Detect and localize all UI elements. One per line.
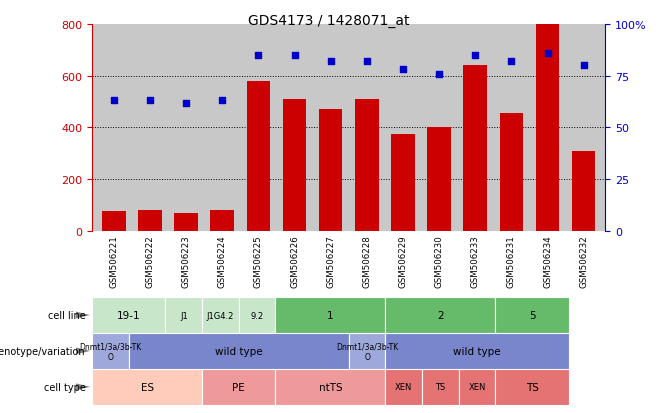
Bar	[92, 333, 129, 369]
Text: cell type: cell type	[43, 382, 86, 392]
Bar	[92, 369, 202, 405]
Text: GSM506232: GSM506232	[579, 235, 588, 287]
Text: GSM506229: GSM506229	[399, 235, 407, 287]
Bar	[165, 297, 202, 333]
Text: cell line: cell line	[48, 310, 86, 320]
Text: wild type: wild type	[215, 346, 263, 356]
Point	[181, 100, 191, 107]
Bar	[319, 110, 342, 231]
Text: genotype/variation: genotype/variation	[0, 346, 86, 356]
Text: 5: 5	[529, 310, 536, 320]
Bar	[459, 369, 495, 405]
Text: GSM506221: GSM506221	[109, 235, 118, 287]
Text: TS: TS	[435, 382, 445, 392]
Bar	[463, 66, 487, 231]
Bar	[499, 114, 523, 231]
Text: GSM506233: GSM506233	[470, 235, 480, 287]
Point	[434, 71, 444, 78]
Text: 19-1: 19-1	[117, 310, 141, 320]
Point	[253, 52, 264, 59]
Polygon shape	[76, 383, 90, 390]
Point	[326, 59, 336, 65]
Text: PE: PE	[232, 382, 245, 392]
Bar	[495, 297, 569, 333]
Bar	[247, 82, 270, 231]
Polygon shape	[76, 312, 90, 319]
Polygon shape	[76, 348, 90, 354]
Bar	[536, 25, 559, 231]
Point	[145, 98, 155, 104]
Text: Dnmt1/3a/3b-TK
O: Dnmt1/3a/3b-TK O	[336, 342, 398, 361]
Text: 2: 2	[437, 310, 443, 320]
Bar	[283, 100, 306, 231]
Point	[470, 52, 480, 59]
Text: J1G4.2: J1G4.2	[207, 311, 234, 320]
Bar	[92, 297, 165, 333]
Bar	[174, 213, 198, 231]
Text: XEN: XEN	[468, 382, 486, 392]
Point	[109, 98, 119, 104]
Bar	[422, 369, 459, 405]
Bar	[355, 100, 378, 231]
Text: GSM506224: GSM506224	[218, 235, 227, 287]
Text: Dnmt1/3a/3b-TK
O: Dnmt1/3a/3b-TK O	[80, 342, 141, 361]
Text: GSM506227: GSM506227	[326, 235, 335, 287]
Point	[542, 50, 553, 57]
Bar	[276, 369, 386, 405]
Bar	[211, 211, 234, 231]
Bar	[202, 369, 276, 405]
Point	[506, 59, 517, 65]
Bar	[495, 369, 569, 405]
Bar	[202, 297, 239, 333]
Text: GSM506223: GSM506223	[182, 235, 191, 287]
Text: ES: ES	[141, 382, 154, 392]
Text: XEN: XEN	[395, 382, 413, 392]
Text: GSM506231: GSM506231	[507, 235, 516, 287]
Text: GSM506228: GSM506228	[363, 235, 371, 287]
Bar	[386, 297, 495, 333]
Text: GDS4173 / 1428071_at: GDS4173 / 1428071_at	[248, 14, 410, 28]
Text: ntTS: ntTS	[318, 382, 342, 392]
Bar	[138, 211, 162, 231]
Bar	[129, 333, 349, 369]
Point	[578, 63, 589, 69]
Text: J1: J1	[180, 311, 188, 320]
Point	[217, 98, 228, 104]
Bar	[102, 212, 126, 231]
Point	[290, 52, 300, 59]
Text: GSM506225: GSM506225	[254, 235, 263, 287]
Text: 1: 1	[327, 310, 334, 320]
Text: 9.2: 9.2	[251, 311, 264, 320]
Text: GSM506234: GSM506234	[543, 235, 552, 287]
Bar	[392, 135, 415, 231]
Bar	[239, 297, 276, 333]
Text: GSM506222: GSM506222	[145, 235, 155, 287]
Point	[361, 59, 372, 65]
Bar	[386, 333, 569, 369]
Bar	[386, 369, 422, 405]
Text: wild type: wild type	[453, 346, 501, 356]
Bar	[427, 128, 451, 231]
Bar	[349, 333, 386, 369]
Point	[397, 67, 408, 74]
Bar	[572, 151, 595, 231]
Text: GSM506226: GSM506226	[290, 235, 299, 287]
Bar	[276, 297, 386, 333]
Text: GSM506230: GSM506230	[434, 235, 443, 287]
Text: TS: TS	[526, 382, 538, 392]
